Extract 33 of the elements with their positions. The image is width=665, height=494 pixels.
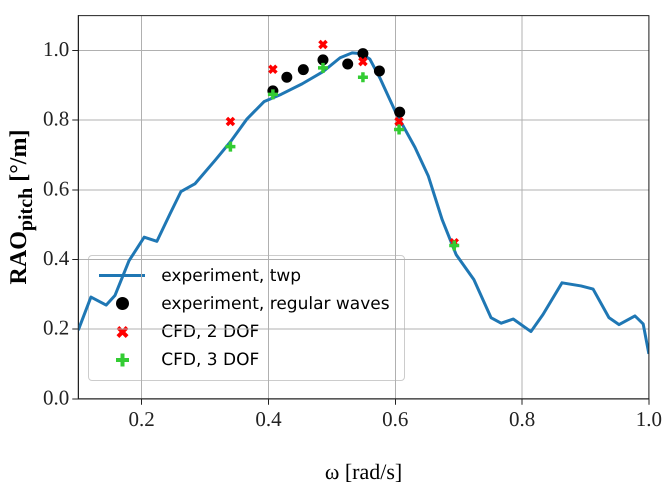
point (266, 88, 280, 102)
legend-label: experiment, regular waves (161, 294, 390, 314)
point (281, 72, 292, 83)
point (392, 122, 406, 136)
y-tick-label: 0.8 (43, 106, 70, 131)
point (358, 56, 368, 67)
x-tick-label: 0.2 (128, 406, 155, 431)
point (298, 64, 309, 76)
point (394, 106, 406, 118)
x-tick-label: 1.0 (636, 406, 662, 431)
point (224, 140, 238, 154)
y-tick-label: 1.0 (43, 36, 70, 61)
point (225, 116, 236, 127)
point (342, 58, 354, 70)
y-tick-label: 0.2 (43, 316, 70, 340)
x-axis-title: ω [rad/s] (324, 459, 402, 485)
x-tick-label: 0.6 (382, 406, 408, 431)
x-tick-label: 0.8 (508, 406, 536, 431)
point (268, 64, 278, 75)
x-tick-label: 0.4 (255, 406, 282, 431)
point (318, 39, 328, 50)
y-tick-label: 0.4 (43, 246, 70, 270)
legend-label: CFD, 3 DOF (161, 350, 260, 370)
y-tick-label: 0.0 (43, 385, 70, 410)
point (447, 238, 461, 252)
point (317, 54, 328, 66)
y-tick-label: 0.6 (43, 176, 70, 200)
point (356, 70, 370, 84)
point (316, 61, 330, 75)
point (357, 48, 368, 60)
point (374, 65, 385, 76)
point (394, 116, 404, 127)
legend-label: experiment, twp (161, 266, 302, 286)
